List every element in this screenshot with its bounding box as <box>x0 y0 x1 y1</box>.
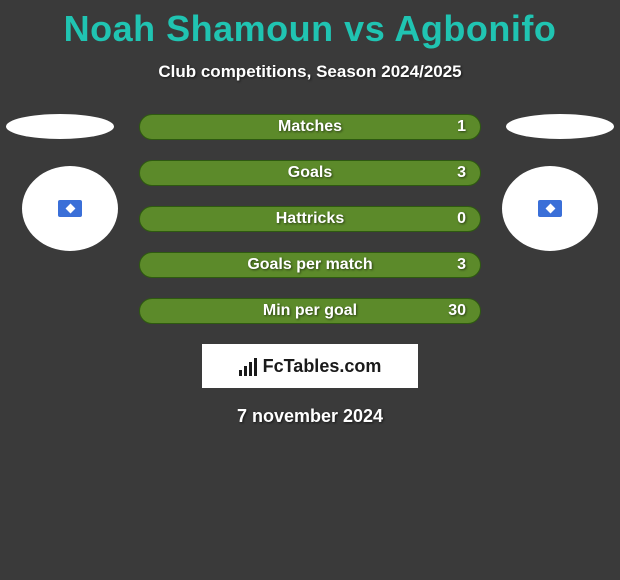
stat-label: Goals <box>288 164 332 182</box>
left-crest-icon <box>58 200 82 217</box>
right-club-circle <box>502 166 598 251</box>
stat-value: 0 <box>457 210 466 228</box>
vs-text: vs <box>344 8 385 49</box>
date-text: 7 november 2024 <box>0 406 620 427</box>
logo-text: FcTables.com <box>263 356 382 377</box>
stat-value: 1 <box>457 118 466 136</box>
stat-row-goals: Goals 3 <box>139 160 481 186</box>
right-ellipse <box>506 114 614 139</box>
subtitle: Club competitions, Season 2024/2025 <box>0 62 620 82</box>
comparison-content: Matches 1 Goals 3 Hattricks 0 Goals per … <box>0 114 620 427</box>
stat-label: Min per goal <box>263 302 357 320</box>
stat-row-goals-per-match: Goals per match 3 <box>139 252 481 278</box>
stat-label: Matches <box>278 118 342 136</box>
player1-name: Noah Shamoun <box>64 8 334 49</box>
stat-label: Hattricks <box>276 210 344 228</box>
source-logo: FcTables.com <box>202 344 418 388</box>
bar-chart-icon <box>239 356 257 376</box>
stat-row-min-per-goal: Min per goal 30 <box>139 298 481 324</box>
comparison-title: Noah Shamoun vs Agbonifo <box>0 0 620 50</box>
stat-row-hattricks: Hattricks 0 <box>139 206 481 232</box>
stat-value: 3 <box>457 164 466 182</box>
crest-diamond-icon <box>65 204 75 214</box>
stat-value: 3 <box>457 256 466 274</box>
stat-label: Goals per match <box>247 256 372 274</box>
left-ellipse <box>6 114 114 139</box>
crest-diamond-icon <box>545 204 555 214</box>
right-crest-icon <box>538 200 562 217</box>
stat-row-matches: Matches 1 <box>139 114 481 140</box>
stat-value: 30 <box>448 302 466 320</box>
stat-rows: Matches 1 Goals 3 Hattricks 0 Goals per … <box>139 114 481 324</box>
left-club-circle <box>22 166 118 251</box>
player2-name: Agbonifo <box>394 8 556 49</box>
